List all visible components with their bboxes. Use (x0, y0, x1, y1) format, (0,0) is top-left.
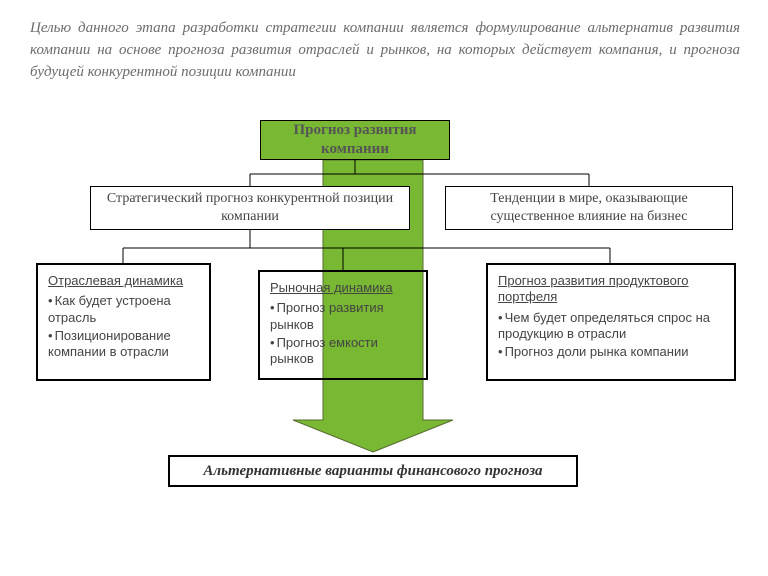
leaf-node-market: Рыночная динамика Прогноз развития рынко… (258, 270, 428, 380)
result-node-label: Альтернативные варианты финансового прог… (203, 463, 542, 480)
intro-paragraph: Целью данного этапа разработки стратегии… (30, 18, 740, 83)
root-node-label: Прогноз развития компании (269, 121, 441, 159)
mid-node-label: Тенденции в мире, оказывающие существенн… (456, 190, 722, 226)
leaf-bullet: Как будет устроена отрасль (48, 293, 199, 326)
mid-node-label: Стратегический прогноз конкурентной пози… (101, 190, 399, 226)
leaf-title: Рыночная динамика (270, 280, 416, 296)
mid-node-competitive: Стратегический прогноз конкурентной пози… (90, 186, 410, 230)
leaf-bullets: Чем будет определяться спрос на продукци… (498, 310, 724, 361)
root-node: Прогноз развития компании (260, 120, 450, 160)
leaf-bullet: Прогноз доли рынка компании (498, 344, 724, 360)
leaf-bullets: Прогноз развития рынков Прогноз емкости … (270, 300, 416, 367)
leaf-bullet: Прогноз развития рынков (270, 300, 416, 333)
mid-node-trends: Тенденции в мире, оказывающие существенн… (445, 186, 733, 230)
leaf-bullet: Чем будет определяться спрос на продукци… (498, 310, 724, 343)
leaf-bullets: Как будет устроена отрасль Позиционирова… (48, 293, 199, 360)
leaf-title: Прогноз развития продуктового портфеля (498, 273, 724, 306)
leaf-bullet: Позиционирование компании в отрасли (48, 328, 199, 361)
leaf-node-portfolio: Прогноз развития продуктового портфеля Ч… (486, 263, 736, 381)
leaf-title: Отраслевая динамика (48, 273, 199, 289)
leaf-bullet: Прогноз емкости рынков (270, 335, 416, 368)
result-node: Альтернативные варианты финансового прог… (168, 455, 578, 487)
leaf-node-industry: Отраслевая динамика Как будет устроена о… (36, 263, 211, 381)
